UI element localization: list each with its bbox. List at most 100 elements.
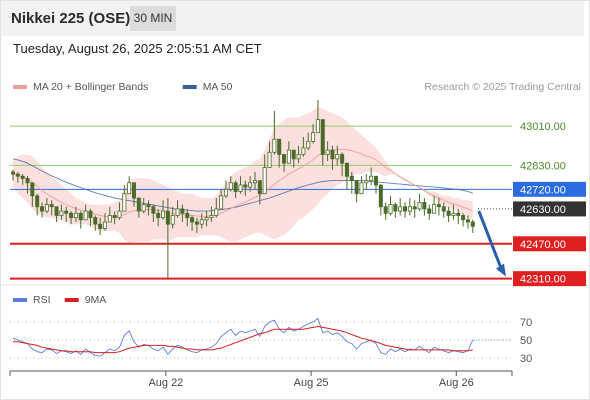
forecast-arrow-shaft: [477, 210, 504, 272]
candle-body: [233, 182, 238, 192]
rsi-tick-label: 50: [520, 335, 532, 347]
candle: [54, 206, 59, 222]
candle: [441, 202, 446, 218]
candle-body: [403, 206, 408, 212]
candle-body: [364, 180, 369, 184]
candle-body: [49, 204, 54, 208]
candle-body: [199, 219, 204, 225]
candle-body: [136, 197, 141, 212]
candle-body: [320, 119, 325, 155]
candle: [393, 202, 398, 218]
candle: [349, 171, 354, 194]
candle-body: [54, 206, 59, 216]
candle: [165, 198, 170, 279]
rsi-line: [12, 317, 474, 357]
candle-body: [436, 204, 441, 208]
candle: [306, 132, 311, 151]
candle: [78, 211, 83, 229]
level-label: 42830.00: [520, 160, 566, 172]
forecast-arrow-head: [496, 263, 506, 277]
candle-body: [44, 204, 49, 212]
candle-body: [131, 182, 136, 199]
candle: [398, 198, 403, 216]
candle-body: [422, 201, 427, 210]
candle: [127, 176, 132, 195]
candle-body: [330, 149, 335, 160]
candle-body: [204, 217, 209, 221]
candle: [320, 119, 325, 166]
candle-body: [252, 180, 257, 184]
candle-body: [267, 151, 272, 168]
rsi-tick-label: 70: [520, 317, 532, 329]
candle: [432, 195, 437, 214]
candle: [243, 180, 248, 196]
candle: [296, 145, 301, 164]
candle: [272, 110, 277, 155]
legend-swatch: [182, 85, 197, 89]
candle: [25, 176, 30, 194]
candle: [412, 200, 417, 218]
candle: [407, 198, 412, 216]
candle: [136, 197, 141, 218]
candle-body: [64, 210, 69, 214]
candle-body: [146, 204, 151, 208]
level-tag-bg: [513, 271, 586, 287]
candle: [282, 154, 287, 172]
candle-body: [277, 138, 282, 155]
x-tick-label: Aug 25: [294, 377, 329, 389]
candle-body: [127, 182, 132, 195]
chart-header: Nikkei 225 (OSE) 30 MIN: [0, 0, 584, 36]
candle: [204, 211, 209, 227]
candle: [161, 200, 166, 220]
candle: [325, 141, 330, 161]
candle-body: [311, 132, 316, 142]
candle-body: [340, 154, 345, 164]
candle-body: [378, 184, 383, 208]
legend-label: RSI: [33, 294, 51, 306]
candle-body: [122, 193, 127, 212]
candle-body: [83, 210, 88, 221]
candle: [451, 204, 456, 220]
candle-body: [35, 195, 40, 208]
candle-body: [291, 149, 296, 160]
candle-body: [296, 154, 301, 160]
candle-body: [373, 175, 378, 186]
timeframe-button[interactable]: 30 MIN: [130, 6, 176, 31]
candle-body: [40, 206, 45, 212]
candle-body: [282, 154, 287, 164]
candle-body: [354, 180, 359, 195]
candle-body: [20, 175, 25, 179]
candle: [40, 202, 45, 218]
level-label: 43010.00: [520, 121, 566, 133]
legend-label: 9MA: [85, 294, 107, 306]
candle-body: [180, 208, 185, 214]
candle-body: [461, 215, 466, 221]
level-label: 42720.00: [520, 184, 566, 196]
candle: [209, 206, 214, 222]
candle: [238, 176, 243, 194]
candle-body: [451, 212, 456, 216]
ma50-line: [12, 158, 473, 212]
candle-body: [93, 217, 98, 225]
candle: [344, 162, 349, 190]
candle-body: [398, 206, 403, 212]
candle-body: [412, 206, 417, 210]
candle: [340, 152, 345, 177]
candle: [373, 175, 378, 194]
candle: [122, 184, 127, 212]
candle: [214, 198, 219, 218]
candle: [10, 169, 15, 181]
candle: [146, 200, 151, 216]
candle: [248, 176, 253, 192]
candle: [262, 154, 267, 195]
candle: [436, 198, 441, 216]
candle: [369, 167, 374, 185]
candle-body: [441, 206, 446, 212]
candle: [107, 206, 112, 223]
candle: [170, 206, 175, 229]
candle: [461, 213, 466, 227]
candle-body: [393, 204, 398, 212]
candle-body: [194, 221, 199, 225]
candle: [15, 171, 20, 183]
candle: [291, 149, 296, 168]
